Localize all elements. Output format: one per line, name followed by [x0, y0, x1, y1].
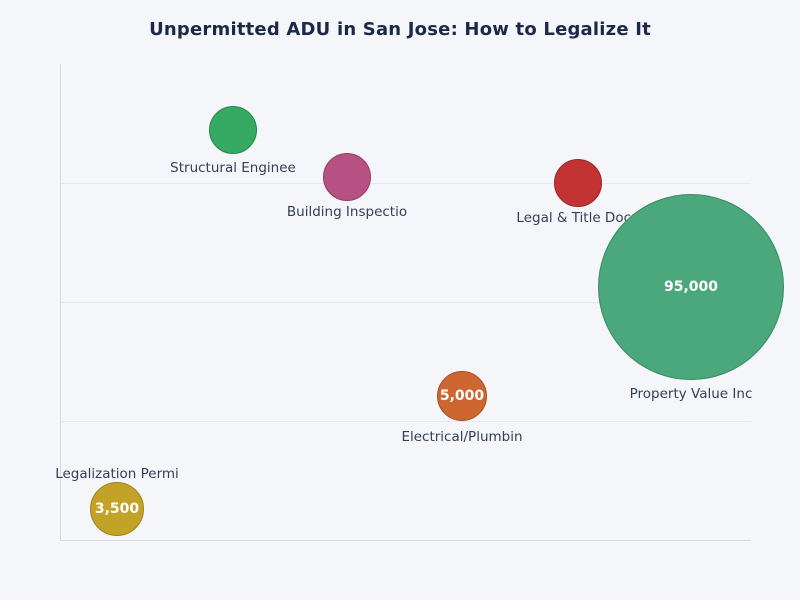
bubble-legalization-permit[interactable]: 3,500: [90, 482, 144, 536]
x-axis-line: [60, 540, 751, 541]
bubble-building-inspection[interactable]: [323, 153, 371, 201]
bubble-value: 95,000: [663, 279, 719, 295]
bubble-label-electrical-plumbing: Electrical/Plumbin: [401, 429, 523, 445]
bubble-structural-engineer[interactable]: [209, 106, 257, 154]
bubble-label-structural-engineer: Structural Enginee: [170, 160, 296, 176]
bubble-value: 5,000: [439, 388, 485, 404]
bubble-property-value-increase[interactable]: 95,000: [598, 194, 784, 380]
bubble-label-legalization-permit: Legalization Permi: [55, 466, 179, 482]
bubble-label-legal-title-docs: Legal & Title Docu: [516, 210, 640, 226]
gridline-horizontal: [61, 183, 751, 184]
gridline-horizontal: [61, 421, 751, 422]
bubble-electrical-plumbing[interactable]: 5,000: [437, 371, 487, 421]
y-axis-line: [60, 64, 61, 541]
chart-title: Unpermitted ADU in San Jose: How to Lega…: [149, 19, 651, 40]
bubble-label-property-value-increase: Property Value Inc: [629, 386, 753, 402]
bubble-legal-title-docs[interactable]: [554, 159, 602, 207]
gridline-horizontal: [61, 302, 751, 303]
bubble-value: 3,500: [94, 501, 140, 517]
bubble-label-building-inspection: Building Inspectio: [286, 204, 408, 220]
